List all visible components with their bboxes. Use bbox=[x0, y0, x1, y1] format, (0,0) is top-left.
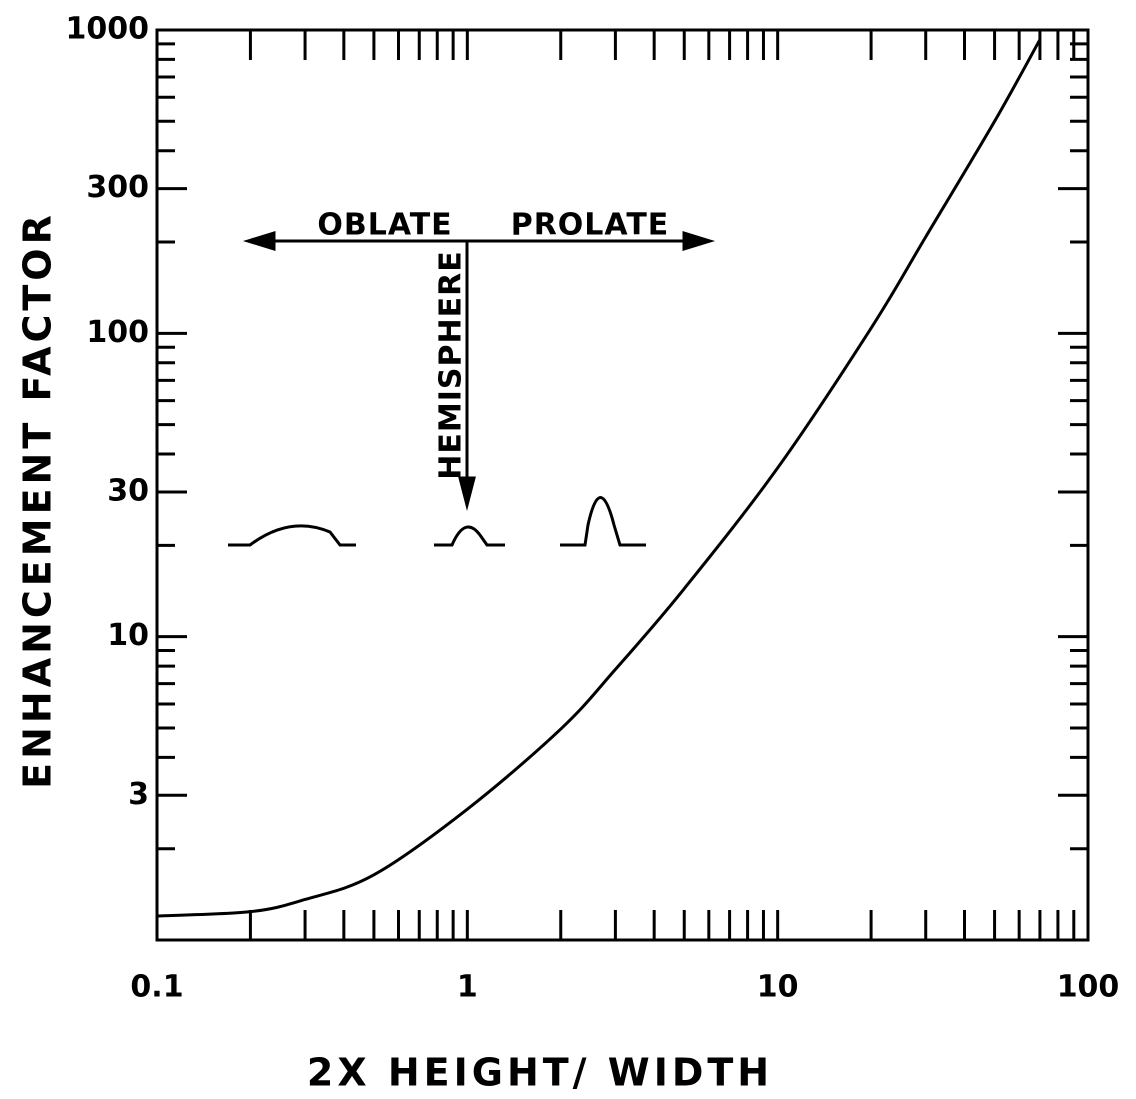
plot-frame bbox=[155, 28, 1090, 942]
annotation-oblate: OBLATE bbox=[317, 208, 452, 243]
x-tick-label: 100 bbox=[1057, 970, 1120, 1005]
annotation-graphics bbox=[228, 230, 716, 547]
annotation-prolate: PROLATE bbox=[511, 208, 670, 243]
y-tick-label: 300 bbox=[86, 170, 149, 205]
y-tick-label: 30 bbox=[107, 473, 149, 508]
x-tick-label: 1 bbox=[457, 970, 478, 1005]
y-axis-title: ENHANCEMENT FACTOR bbox=[16, 211, 60, 789]
y-tick-label: 1000 bbox=[66, 12, 150, 47]
y-tick-label: 10 bbox=[107, 618, 149, 653]
y-tick-label: 3 bbox=[128, 777, 149, 812]
data-line bbox=[156, 38, 1042, 918]
x-tick-label: 10 bbox=[757, 970, 799, 1005]
x-tick-label: 0.1 bbox=[130, 970, 183, 1005]
y-tick-label: 100 bbox=[86, 315, 149, 350]
x-axis-title: 2X HEIGHT/ WIDTH bbox=[307, 1051, 773, 1095]
annotation-hemisphere: HEMISPHERE bbox=[434, 250, 469, 479]
